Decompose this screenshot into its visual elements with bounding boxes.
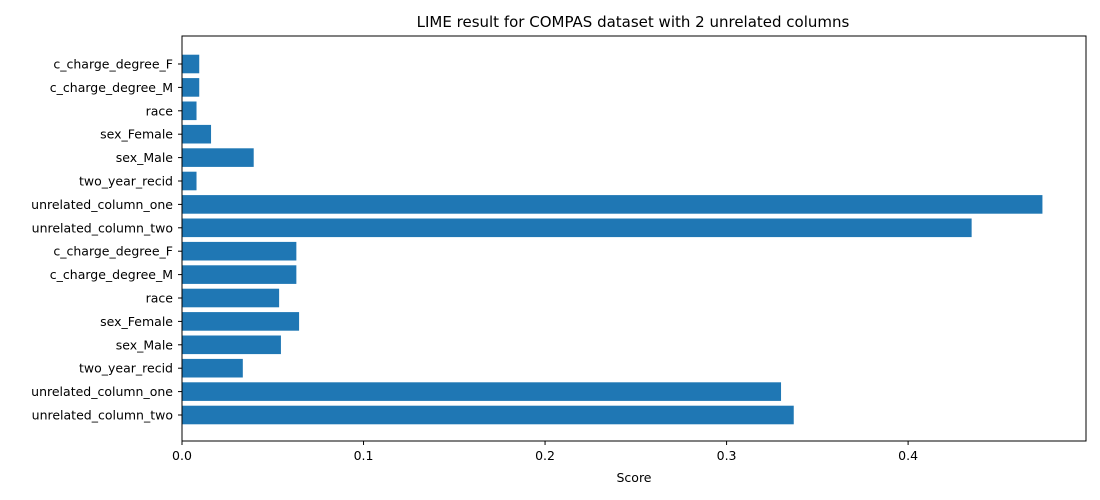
bar-c_charge_degree_F — [182, 241, 297, 261]
y-tick-label: unrelated_column_one — [31, 197, 173, 212]
bar-sex_Male — [182, 335, 281, 355]
bar-sex_Female — [182, 312, 300, 331]
bar-unrelated_column_two — [182, 218, 972, 238]
x-axis-ticks: 0.0 0.1 0.2 0.3 0.4 — [172, 441, 918, 463]
x-tick-label: 0.4 — [898, 448, 918, 463]
x-tick-label: 0.3 — [717, 448, 737, 463]
y-tick-label: sex_Female — [100, 314, 173, 329]
x-axis-label: Score — [616, 470, 651, 485]
bar-race — [182, 101, 197, 121]
bar-two_year_recid — [182, 171, 197, 191]
y-tick-label: sex_Male — [116, 337, 174, 352]
bar-unrelated_column_one — [182, 195, 1043, 214]
x-tick-label: 0.1 — [354, 448, 374, 463]
chart-title: LIME result for COMPAS dataset with 2 un… — [417, 13, 850, 31]
y-tick-label: c_charge_degree_M — [50, 80, 173, 95]
bar-two_year_recid — [182, 358, 243, 378]
bar-race — [182, 288, 280, 308]
y-tick-label: c_charge_degree_F — [53, 57, 173, 72]
y-tick-label: two_year_recid — [79, 361, 173, 376]
bar-sex_Female — [182, 124, 212, 144]
y-tick-label: c_charge_degree_M — [50, 267, 173, 282]
y-tick-label: unrelated_column_two — [32, 408, 173, 423]
plot-frame — [181, 35, 1087, 442]
bars-group — [182, 54, 1043, 425]
bar-c_charge_degree_F — [182, 54, 200, 74]
x-tick-label: 0.0 — [172, 448, 192, 463]
y-tick-label: unrelated_column_one — [31, 384, 173, 399]
y-tick-label: sex_Female — [100, 127, 173, 142]
x-tick-label: 0.2 — [535, 448, 555, 463]
bar-c_charge_degree_M — [182, 265, 297, 284]
y-tick-label: race — [146, 103, 174, 118]
y-axis-ticks: c_charge_degree_Fc_charge_degree_Mracese… — [31, 57, 182, 423]
y-tick-label: unrelated_column_two — [32, 220, 173, 235]
bar-c_charge_degree_M — [182, 78, 200, 97]
y-tick-label: sex_Male — [116, 150, 174, 165]
bar-unrelated_column_two — [182, 405, 794, 425]
y-tick-label: race — [146, 291, 174, 306]
y-tick-label: two_year_recid — [79, 174, 173, 189]
bar-sex_Male — [182, 148, 254, 167]
y-tick-label: c_charge_degree_F — [53, 244, 173, 259]
bar-unrelated_column_one — [182, 382, 782, 401]
